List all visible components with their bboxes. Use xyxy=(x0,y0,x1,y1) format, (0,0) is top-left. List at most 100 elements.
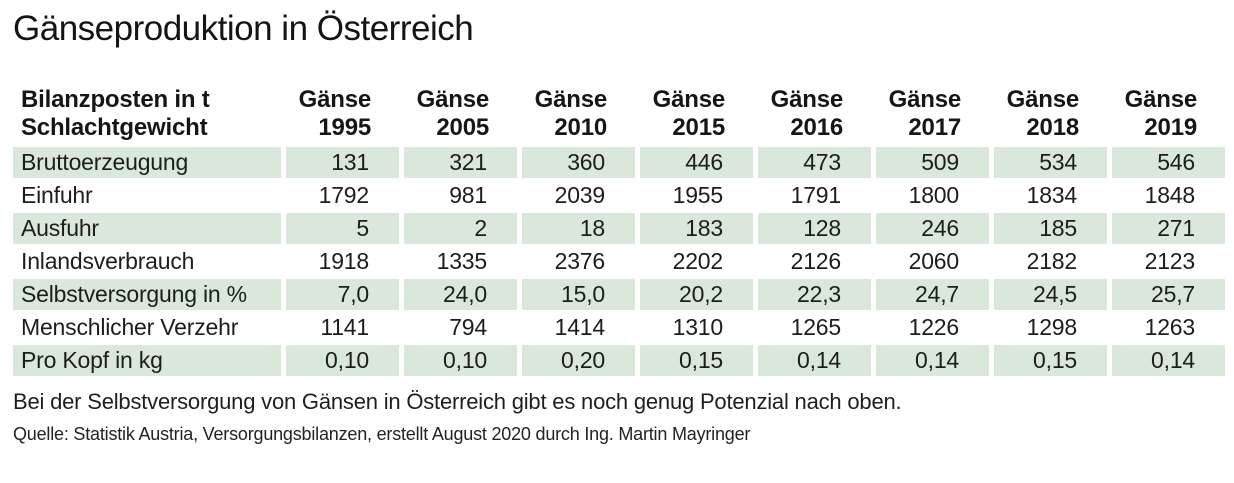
value-cell: 1955 xyxy=(640,180,753,211)
value-cell: 0,15 xyxy=(994,345,1107,376)
table-header: Bilanzposten in t Schlachtgewicht Gänse 199… xyxy=(13,83,1225,145)
value-cell: 1310 xyxy=(640,312,753,343)
value-cell: 24,5 xyxy=(994,279,1107,310)
value-cell: 1335 xyxy=(404,246,517,277)
header-col-2010: Gänse 2010 xyxy=(522,83,635,145)
value-cell: 2039 xyxy=(522,180,635,211)
header-col-year: 2018 xyxy=(1026,114,1079,141)
header-col-species: Gänse xyxy=(416,86,490,113)
value-cell: 128 xyxy=(758,213,871,244)
header-col-2015: Gänse 2015 xyxy=(640,83,753,145)
header-col-species: Gänse xyxy=(652,86,726,113)
value-cell: 534 xyxy=(994,147,1107,178)
value-cell: 1848 xyxy=(1112,180,1225,211)
value-cell: 15,0 xyxy=(522,279,635,310)
value-cell: 321 xyxy=(404,147,517,178)
header-row-label-line: Schlachtgewicht xyxy=(21,114,208,141)
value-cell: 0,10 xyxy=(286,345,399,376)
value-cell: 509 xyxy=(876,147,989,178)
table-row: Inlandsverbrauch 1918 1335 2376 2202 2126 2060… xyxy=(13,246,1225,277)
table-body: Bruttoerzeugung 131 321 360 446 473 509 534 546 E… xyxy=(13,147,1225,376)
value-cell: 246 xyxy=(876,213,989,244)
value-cell: 1265 xyxy=(758,312,871,343)
value-cell: 5 xyxy=(286,213,399,244)
table-row: Selbstversorgung in % 7,0 24,0 15,0 20,2 22,3… xyxy=(13,279,1225,310)
value-cell: 0,14 xyxy=(758,345,871,376)
value-cell: 0,15 xyxy=(640,345,753,376)
value-cell: 0,14 xyxy=(1112,345,1225,376)
row-label: Ausfuhr xyxy=(13,213,281,244)
statistics-table: Bilanzposten in t Schlachtgewicht Gänse 199… xyxy=(8,81,1230,378)
value-cell: 1141 xyxy=(286,312,399,343)
row-label: Bruttoerzeugung xyxy=(13,147,281,178)
value-cell: 2126 xyxy=(758,246,871,277)
header-col-year: 2005 xyxy=(436,114,489,141)
value-cell: 2202 xyxy=(640,246,753,277)
header-col-species: Gänse xyxy=(770,86,844,113)
value-cell: 18 xyxy=(522,213,635,244)
value-cell: 2060 xyxy=(876,246,989,277)
table-row: Menschlicher Verzehr 1141 794 1414 1310 1265 1… xyxy=(13,312,1225,343)
value-cell: 0,10 xyxy=(404,345,517,376)
value-cell: 271 xyxy=(1112,213,1225,244)
header-col-year: 2015 xyxy=(672,114,725,141)
value-cell: 360 xyxy=(522,147,635,178)
value-cell: 7,0 xyxy=(286,279,399,310)
value-cell: 794 xyxy=(404,312,517,343)
header-col-year: 2019 xyxy=(1144,114,1197,141)
page-title: Gänseproduktion in Österreich xyxy=(13,9,474,48)
value-cell: 546 xyxy=(1112,147,1225,178)
row-label: Pro Kopf in kg xyxy=(13,345,281,376)
table-row: Ausfuhr 5 2 18 183 128 246 185 271 xyxy=(13,213,1225,244)
value-cell: 1834 xyxy=(994,180,1107,211)
value-cell: 185 xyxy=(994,213,1107,244)
value-cell: 2182 xyxy=(994,246,1107,277)
table-header-row: Bilanzposten in t Schlachtgewicht Gänse 199… xyxy=(13,83,1225,145)
source-line: Quelle: Statistik Austria, Versorgungsbi… xyxy=(13,424,751,444)
row-label: Selbstversorgung in % xyxy=(13,279,281,310)
header-col-year: 2017 xyxy=(908,114,961,141)
value-cell: 1918 xyxy=(286,246,399,277)
header-col-2016: Gänse 2016 xyxy=(758,83,871,145)
value-cell: 0,14 xyxy=(876,345,989,376)
value-cell: 25,7 xyxy=(1112,279,1225,310)
value-cell: 1791 xyxy=(758,180,871,211)
row-label: Inlandsverbrauch xyxy=(13,246,281,277)
value-cell: 1298 xyxy=(994,312,1107,343)
header-row-label-line: Bilanzposten in t xyxy=(21,86,210,113)
header-col-2017: Gänse 2017 xyxy=(876,83,989,145)
value-cell: 473 xyxy=(758,147,871,178)
header-col-species: Gänse xyxy=(1006,86,1080,113)
header-col-year: 1995 xyxy=(318,114,371,141)
row-label: Menschlicher Verzehr xyxy=(13,312,281,343)
header-col-2018: Gänse 2018 xyxy=(994,83,1107,145)
value-cell: 2 xyxy=(404,213,517,244)
header-col-species: Gänse xyxy=(888,86,962,113)
value-cell: 1263 xyxy=(1112,312,1225,343)
value-cell: 20,2 xyxy=(640,279,753,310)
header-col-2019: Gänse 2019 xyxy=(1112,83,1225,145)
row-label: Einfuhr xyxy=(13,180,281,211)
value-cell: 22,3 xyxy=(758,279,871,310)
value-cell: 2123 xyxy=(1112,246,1225,277)
header-col-species: Gänse xyxy=(298,86,372,113)
value-cell: 2376 xyxy=(522,246,635,277)
value-cell: 1226 xyxy=(876,312,989,343)
table-row: Bruttoerzeugung 131 321 360 446 473 509 534 546 xyxy=(13,147,1225,178)
value-cell: 1792 xyxy=(286,180,399,211)
header-col-species: Gänse xyxy=(534,86,608,113)
table-row: Einfuhr 1792 981 2039 1955 1791 1800 1834 1848 xyxy=(13,180,1225,211)
table-row: Pro Kopf in kg 0,10 0,10 0,20 0,15 0,14 0,14 0,… xyxy=(13,345,1225,376)
header-col-species: Gänse xyxy=(1124,86,1198,113)
value-cell: 1800 xyxy=(876,180,989,211)
header-col-2005: Gänse 2005 xyxy=(404,83,517,145)
caption: Bei der Selbstversorgung von Gänsen in Ö… xyxy=(13,389,902,414)
value-cell: 24,7 xyxy=(876,279,989,310)
header-col-year: 2010 xyxy=(554,114,607,141)
header-row-label: Bilanzposten in t Schlachtgewicht xyxy=(13,83,281,145)
value-cell: 1414 xyxy=(522,312,635,343)
value-cell: 183 xyxy=(640,213,753,244)
header-col-1995: Gänse 1995 xyxy=(286,83,399,145)
value-cell: 446 xyxy=(640,147,753,178)
